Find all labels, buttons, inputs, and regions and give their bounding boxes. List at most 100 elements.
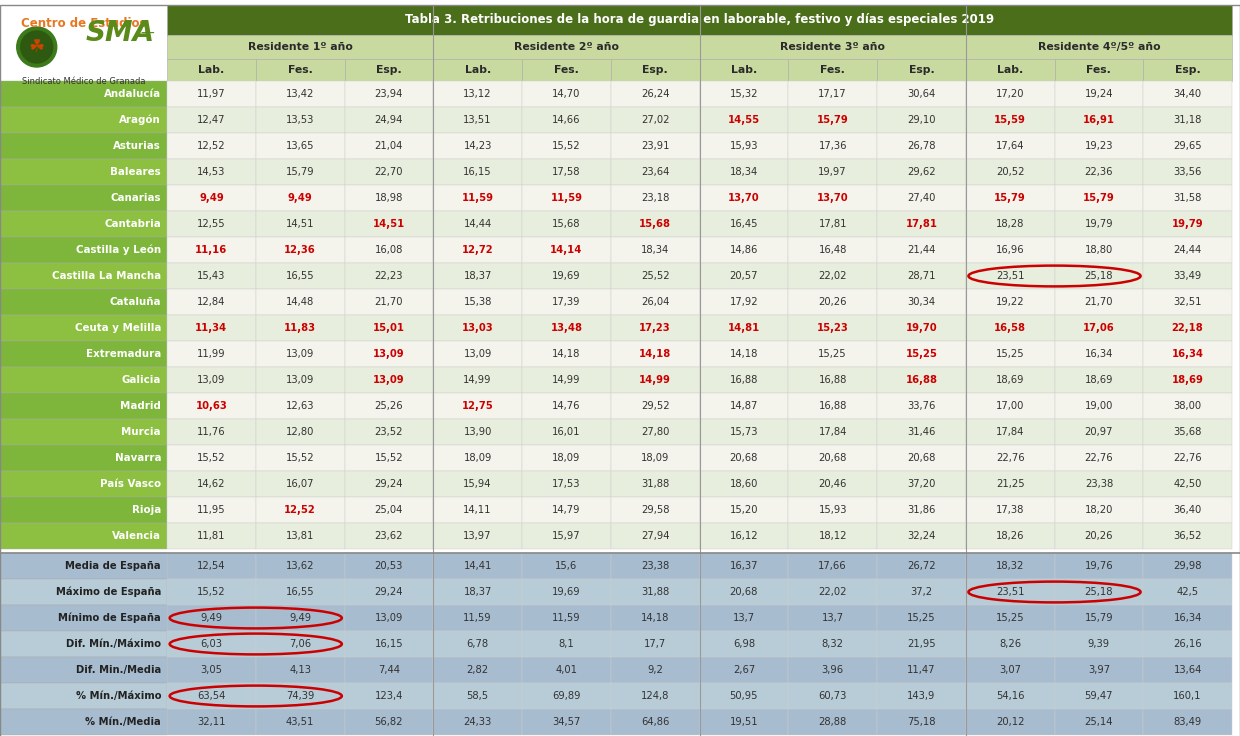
Bar <box>167 523 255 549</box>
Text: Máximo de España: Máximo de España <box>56 587 161 597</box>
Bar <box>611 419 699 445</box>
Text: 29,52: 29,52 <box>641 401 670 411</box>
Bar <box>966 579 1054 605</box>
Bar <box>522 211 611 237</box>
Bar <box>345 553 433 579</box>
Bar <box>877 445 966 471</box>
Text: 16,45: 16,45 <box>729 219 758 229</box>
Text: 26,78: 26,78 <box>908 141 936 151</box>
Text: Galicia: Galicia <box>122 375 161 385</box>
Bar <box>877 367 966 393</box>
Text: 14,55: 14,55 <box>728 115 760 125</box>
Bar <box>699 263 789 289</box>
Text: 19,97: 19,97 <box>818 167 847 177</box>
Text: 29,98: 29,98 <box>1173 561 1202 571</box>
Bar <box>433 81 522 107</box>
Bar <box>611 471 699 497</box>
Text: 13,65: 13,65 <box>286 141 315 151</box>
Text: 13,09: 13,09 <box>286 375 314 385</box>
Text: Residente 2º año: Residente 2º año <box>513 42 619 52</box>
Bar <box>433 419 522 445</box>
Bar <box>1143 523 1233 549</box>
Text: 42,5: 42,5 <box>1177 587 1199 597</box>
Text: 32,24: 32,24 <box>908 531 935 541</box>
Bar <box>877 289 966 315</box>
Bar <box>167 419 255 445</box>
Text: Aragón: Aragón <box>119 115 161 125</box>
Bar <box>611 237 699 263</box>
Bar <box>255 471 345 497</box>
Bar <box>255 367 345 393</box>
Bar <box>877 553 966 579</box>
Bar <box>1054 211 1143 237</box>
Bar <box>611 59 699 81</box>
Text: 11,59: 11,59 <box>464 613 492 623</box>
Bar <box>699 523 789 549</box>
Bar <box>345 341 433 367</box>
Text: 18,34: 18,34 <box>730 167 758 177</box>
Bar <box>522 367 611 393</box>
Text: 17,36: 17,36 <box>818 141 847 151</box>
Text: 33,76: 33,76 <box>908 401 935 411</box>
Bar <box>433 107 522 133</box>
Text: 9,2: 9,2 <box>647 665 663 675</box>
Bar <box>345 185 433 211</box>
Text: 17,84: 17,84 <box>818 427 847 437</box>
Text: 63,54: 63,54 <box>197 691 226 701</box>
Text: 16,96: 16,96 <box>996 245 1024 255</box>
Text: 19,70: 19,70 <box>905 323 937 333</box>
Bar <box>699 133 789 159</box>
Text: 14,86: 14,86 <box>729 245 758 255</box>
Bar <box>345 497 433 523</box>
Bar <box>167 237 255 263</box>
Bar <box>611 107 699 133</box>
Text: 15,25: 15,25 <box>908 613 936 623</box>
Text: 60,73: 60,73 <box>818 691 847 701</box>
Text: Esp.: Esp. <box>1174 65 1200 75</box>
Bar <box>0 471 167 497</box>
Text: 14,99: 14,99 <box>552 375 580 385</box>
Bar <box>0 631 167 657</box>
Text: 23,38: 23,38 <box>641 561 670 571</box>
Text: 11,99: 11,99 <box>197 349 226 359</box>
Bar <box>522 289 611 315</box>
Bar <box>522 419 611 445</box>
Text: 42,50: 42,50 <box>1173 479 1202 489</box>
Text: 11,59: 11,59 <box>461 193 494 203</box>
Bar <box>1143 579 1233 605</box>
Text: 14,99: 14,99 <box>464 375 492 385</box>
Bar <box>433 683 522 709</box>
Text: 15,25: 15,25 <box>905 349 937 359</box>
Bar <box>255 159 345 185</box>
Bar <box>255 523 345 549</box>
Bar <box>1143 367 1233 393</box>
Text: 15,25: 15,25 <box>996 613 1024 623</box>
Bar <box>0 315 167 341</box>
Bar <box>1143 289 1233 315</box>
Text: 14,23: 14,23 <box>464 141 492 151</box>
Text: 22,70: 22,70 <box>374 167 403 177</box>
Text: 74,39: 74,39 <box>286 691 314 701</box>
Text: 10,63: 10,63 <box>196 401 227 411</box>
Bar <box>611 657 699 683</box>
Bar <box>789 471 877 497</box>
Text: 15,59: 15,59 <box>994 115 1025 125</box>
Text: ☘: ☘ <box>29 38 45 56</box>
Text: 23,94: 23,94 <box>374 89 403 99</box>
Text: 21,44: 21,44 <box>908 245 935 255</box>
Text: 29,62: 29,62 <box>908 167 936 177</box>
Text: 29,10: 29,10 <box>908 115 936 125</box>
Bar <box>699 237 789 263</box>
Text: 21,70: 21,70 <box>1085 297 1114 307</box>
Text: 22,18: 22,18 <box>1172 323 1204 333</box>
Bar <box>877 657 966 683</box>
Text: 23,51: 23,51 <box>996 271 1024 281</box>
Bar <box>699 289 789 315</box>
Bar <box>345 315 433 341</box>
Bar <box>1143 393 1233 419</box>
Bar <box>522 159 611 185</box>
Bar <box>433 211 522 237</box>
Text: 13,51: 13,51 <box>464 115 492 125</box>
Bar <box>345 445 433 471</box>
Bar <box>0 81 167 107</box>
